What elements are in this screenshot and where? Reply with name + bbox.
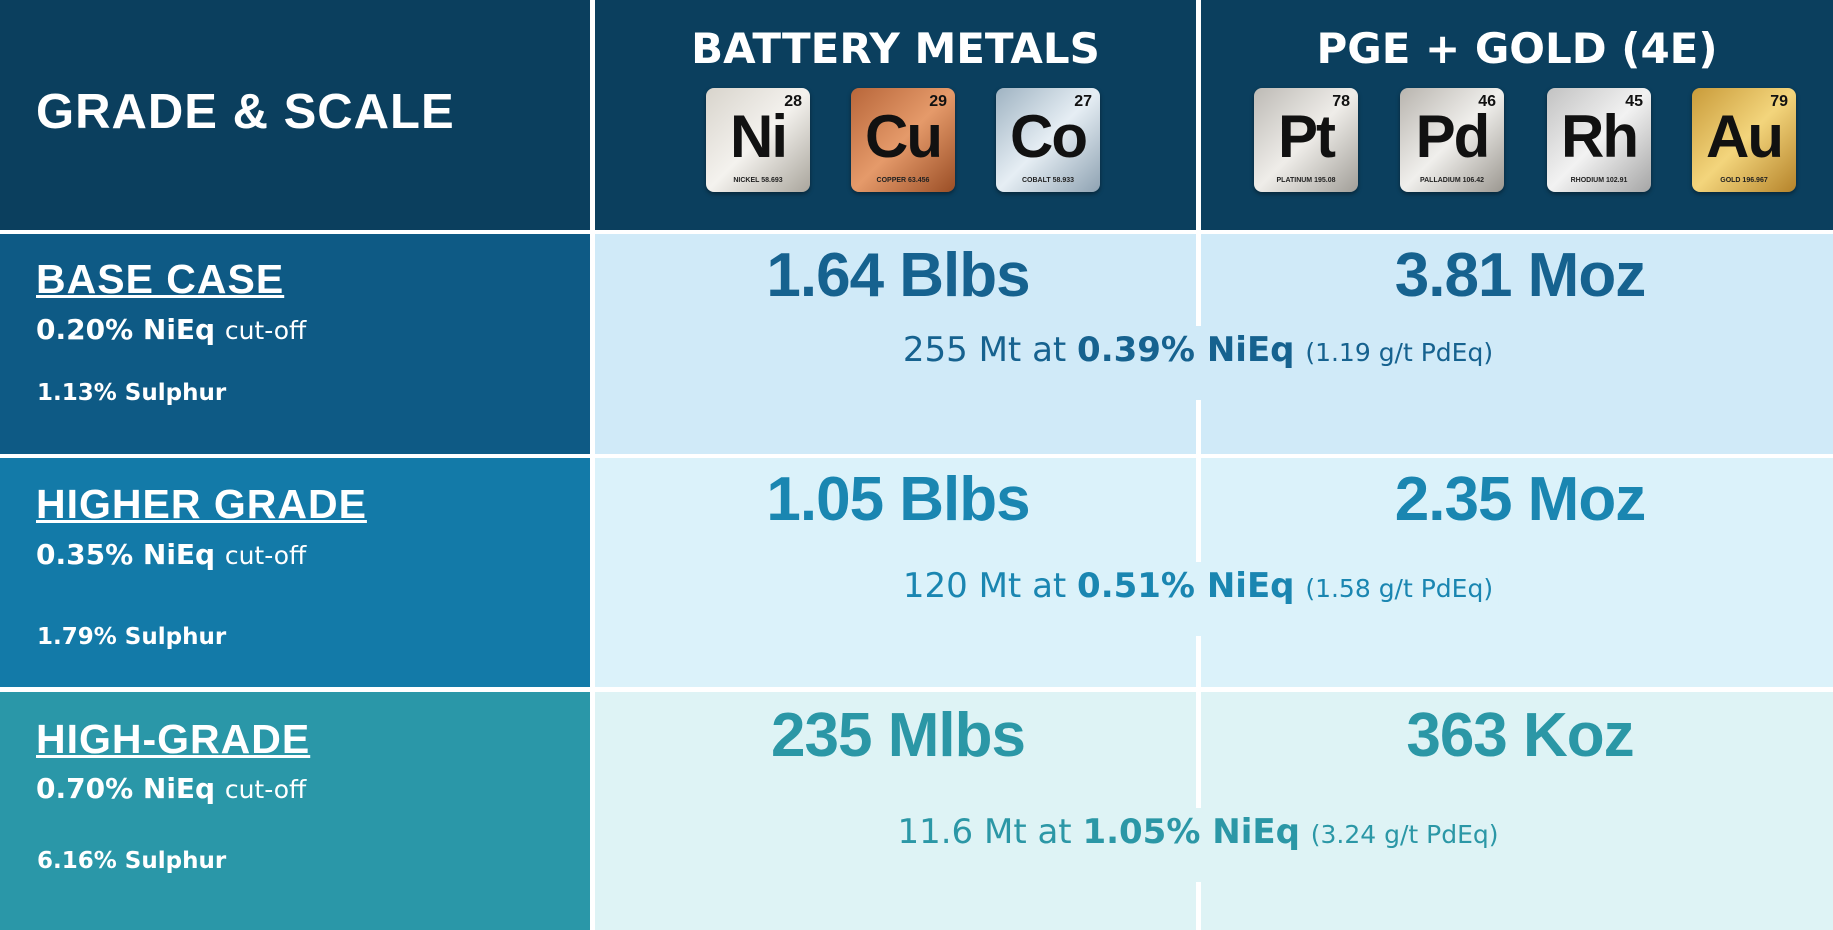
battery-value: 1.64 Blbs [766, 241, 1030, 310]
grade: 1.05% NiEq [1082, 812, 1300, 852]
grade: 0.39% NiEq [1077, 330, 1295, 370]
group-title: PGE + GOLD (4E) [1316, 24, 1718, 73]
element-number: 78 [1332, 93, 1350, 110]
row-name: BASE CASE [36, 256, 285, 302]
element-number: 27 [1074, 93, 1092, 110]
row-label-cell [0, 692, 590, 930]
grade: 0.51% NiEq [1077, 566, 1295, 606]
element-number: 45 [1625, 93, 1643, 110]
element-tile: Ni 28 NICKEL 58.693 [706, 88, 810, 192]
element-symbol: Pt [1278, 103, 1336, 170]
tonnage: 255 Mt at [902, 330, 1067, 370]
element-tile: Au 79 GOLD 196.967 [1692, 88, 1796, 192]
element-caption: RHODIUM 102.91 [1570, 177, 1628, 184]
row-cutoff: 0.35% NiEq cut-off [36, 538, 306, 571]
cutoff-value: 0.70% NiEq [36, 772, 216, 805]
pge-value: 2.35 Moz [1394, 465, 1646, 534]
cutoff-suffix: cut-off [224, 541, 307, 570]
row-name: HIGHER GRADE [36, 481, 367, 527]
element-tile: Pd 46 PALLADIUM 106.42 [1400, 88, 1504, 192]
cutoff-suffix: cut-off [224, 316, 307, 345]
header-left [0, 0, 590, 230]
element-number: 46 [1478, 93, 1496, 110]
tonnage: 11.6 Mt at [897, 812, 1072, 852]
column-divider [1196, 400, 1201, 454]
element-number: 79 [1770, 93, 1788, 110]
element-symbol: Co [1010, 103, 1088, 170]
pge-value: 3.81 Moz [1394, 241, 1646, 310]
element-caption: COPPER 63.456 [876, 177, 930, 184]
row-label-cell [0, 234, 590, 454]
page-title: GRADE & SCALE [36, 85, 455, 139]
column-divider [1196, 882, 1201, 930]
cutoff-suffix: cut-off [224, 775, 307, 804]
element-caption: NICKEL 58.693 [733, 177, 783, 184]
element-caption: PLATINUM 195.08 [1276, 177, 1336, 184]
pdeq: (3.24 g/t PdEq) [1310, 820, 1499, 849]
row-name: HIGH-GRADE [36, 716, 311, 762]
row-cutoff: 0.70% NiEq cut-off [36, 772, 306, 805]
element-symbol: Cu [865, 103, 943, 170]
column-divider [1196, 458, 1201, 562]
element-caption: PALLADIUM 106.42 [1419, 177, 1485, 184]
pdeq: (1.19 g/t PdEq) [1305, 338, 1494, 367]
battery-value: 235 Mlbs [771, 701, 1026, 770]
battery-value: 1.05 Blbs [766, 465, 1030, 534]
row-sulphur: 1.79% Sulphur [37, 624, 227, 650]
row-cutoff: 0.20% NiEq cut-off [36, 313, 306, 346]
tonnage: 120 Mt at [902, 566, 1067, 606]
element-number: 28 [784, 93, 802, 110]
element-symbol: Au [1706, 103, 1784, 170]
row-sulphur: 1.13% Sulphur [37, 380, 227, 406]
row-cell [595, 692, 1833, 930]
row-summary: 120 Mt at 0.51% NiEq (1.58 g/t PdEq) [896, 566, 1500, 606]
element-tile: Cu 29 COPPER 63.456 [851, 88, 955, 192]
element-tile: Rh 45 RHODIUM 102.91 [1547, 88, 1651, 192]
element-tile: Co 27 COBALT 58.933 [996, 88, 1100, 192]
cutoff-value: 0.35% NiEq [36, 538, 216, 571]
column-divider [1196, 234, 1201, 326]
element-symbol: Pd [1415, 103, 1491, 170]
pge-value: 363 Koz [1406, 701, 1634, 770]
cutoff-value: 0.20% NiEq [36, 313, 216, 346]
column-divider [1196, 692, 1201, 808]
element-tile: Pt 78 PLATINUM 195.08 [1254, 88, 1358, 192]
row-sulphur: 6.16% Sulphur [37, 848, 227, 874]
element-caption: COBALT 58.933 [1022, 177, 1074, 184]
column-divider [1196, 636, 1201, 687]
element-symbol: Ni [730, 103, 788, 170]
element-symbol: Rh [1561, 103, 1639, 170]
group-title: BATTERY METALS [691, 24, 1100, 73]
row-summary: 11.6 Mt at 1.05% NiEq (3.24 g/t PdEq) [891, 812, 1505, 852]
pdeq: (1.58 g/t PdEq) [1305, 574, 1494, 603]
element-caption: GOLD 196.967 [1720, 177, 1768, 184]
element-number: 29 [929, 93, 947, 110]
row-summary: 255 Mt at 0.39% NiEq (1.19 g/t PdEq) [896, 330, 1500, 370]
row-label-cell [0, 458, 590, 687]
